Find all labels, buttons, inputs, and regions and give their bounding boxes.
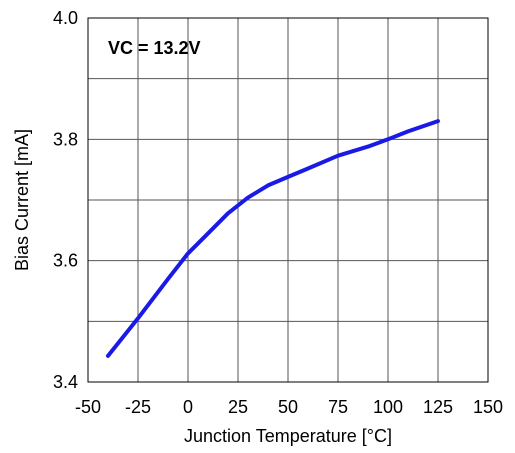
x-tick-label: -25 (125, 397, 151, 417)
y-tick-label: 3.4 (53, 372, 78, 392)
y-axis-title: Bias Current [mA] (12, 129, 32, 271)
y-tick-label: 4.0 (53, 8, 78, 28)
condition-annotation: VC = 13.2V (108, 38, 201, 58)
x-tick-label: 75 (328, 397, 348, 417)
x-tick-label: 25 (228, 397, 248, 417)
x-tick-labels: -50 -25 0 25 50 75 100 125 150 (75, 397, 503, 417)
series-line (106, 119, 440, 358)
x-tick-label: 150 (473, 397, 503, 417)
y-tick-label: 3.6 (53, 251, 78, 271)
y-tick-label: 3.8 (53, 129, 78, 149)
x-tick-label: 50 (278, 397, 298, 417)
plot-frame (87, 17, 489, 383)
grid-lines (88, 18, 488, 382)
x-tick-label: 100 (373, 397, 403, 417)
x-axis-title: Junction Temperature [°C] (184, 426, 392, 446)
x-tick-label: 0 (183, 397, 193, 417)
series-group (106, 119, 440, 358)
x-tick-label: -50 (75, 397, 101, 417)
x-tick-label: 125 (423, 397, 453, 417)
y-tick-labels: 3.4 3.6 3.8 4.0 (53, 8, 78, 392)
